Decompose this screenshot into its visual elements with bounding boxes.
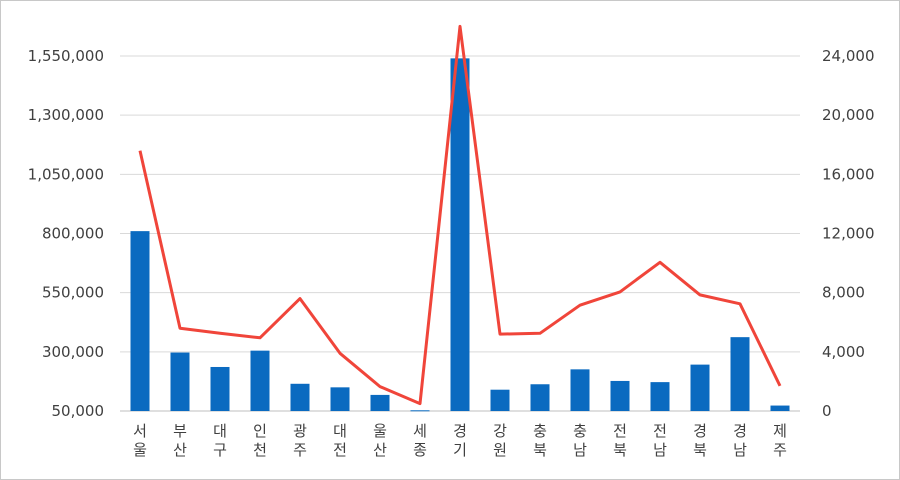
line-path — [138, 24, 782, 406]
bar — [170, 352, 190, 411]
category-labels: 서 울 부 산 대 구 인 천 광 주 대 전 울 산 세 종 경 기 강 원 충 북 충 남 전 북 전 남 경 북 경 남 제 주 — [133, 422, 787, 459]
bar — [490, 389, 510, 411]
left-tick-label: 1,050,000 — [28, 165, 104, 183]
right-tick-label: 16,000 — [822, 165, 875, 183]
right-tick-label: 24,000 — [822, 47, 875, 65]
bar — [210, 366, 230, 411]
bar — [250, 350, 270, 411]
left-tick-label: 300,000 — [42, 343, 104, 361]
left-tick-label: 800,000 — [42, 225, 104, 243]
right-tick-label: 12,000 — [822, 225, 875, 243]
bar — [610, 380, 630, 411]
left-tick-label: 50,000 — [52, 402, 105, 420]
bar — [370, 394, 390, 411]
bar — [290, 383, 310, 411]
bar — [330, 387, 350, 411]
right-tick-label: 0 — [822, 402, 832, 420]
right-tick-label: 8,000 — [822, 284, 865, 302]
right-tick-label: 20,000 — [822, 106, 875, 124]
bar — [690, 364, 710, 411]
line-series — [138, 24, 782, 406]
left-tick-label: 1,550,000 — [28, 47, 104, 65]
right-axis-labels: 0 4,000 8,000 12,000 16,000 20,000 24,000 — [822, 47, 875, 420]
gridlines — [120, 55, 800, 412]
left-axis-labels: 50,000 300,000 550,000 800,000 1,050,000 1,30… — [28, 47, 104, 420]
bar — [450, 58, 470, 411]
bar — [130, 231, 150, 411]
bar — [730, 337, 750, 411]
bar — [570, 369, 590, 411]
bar — [410, 410, 430, 412]
bar-series — [130, 58, 790, 412]
right-tick-label: 4,000 — [822, 343, 865, 361]
left-tick-label: 550,000 — [42, 284, 104, 302]
bar — [650, 382, 670, 411]
bar — [530, 384, 550, 411]
bar — [770, 405, 790, 411]
left-tick-label: 1,300,000 — [28, 106, 104, 124]
